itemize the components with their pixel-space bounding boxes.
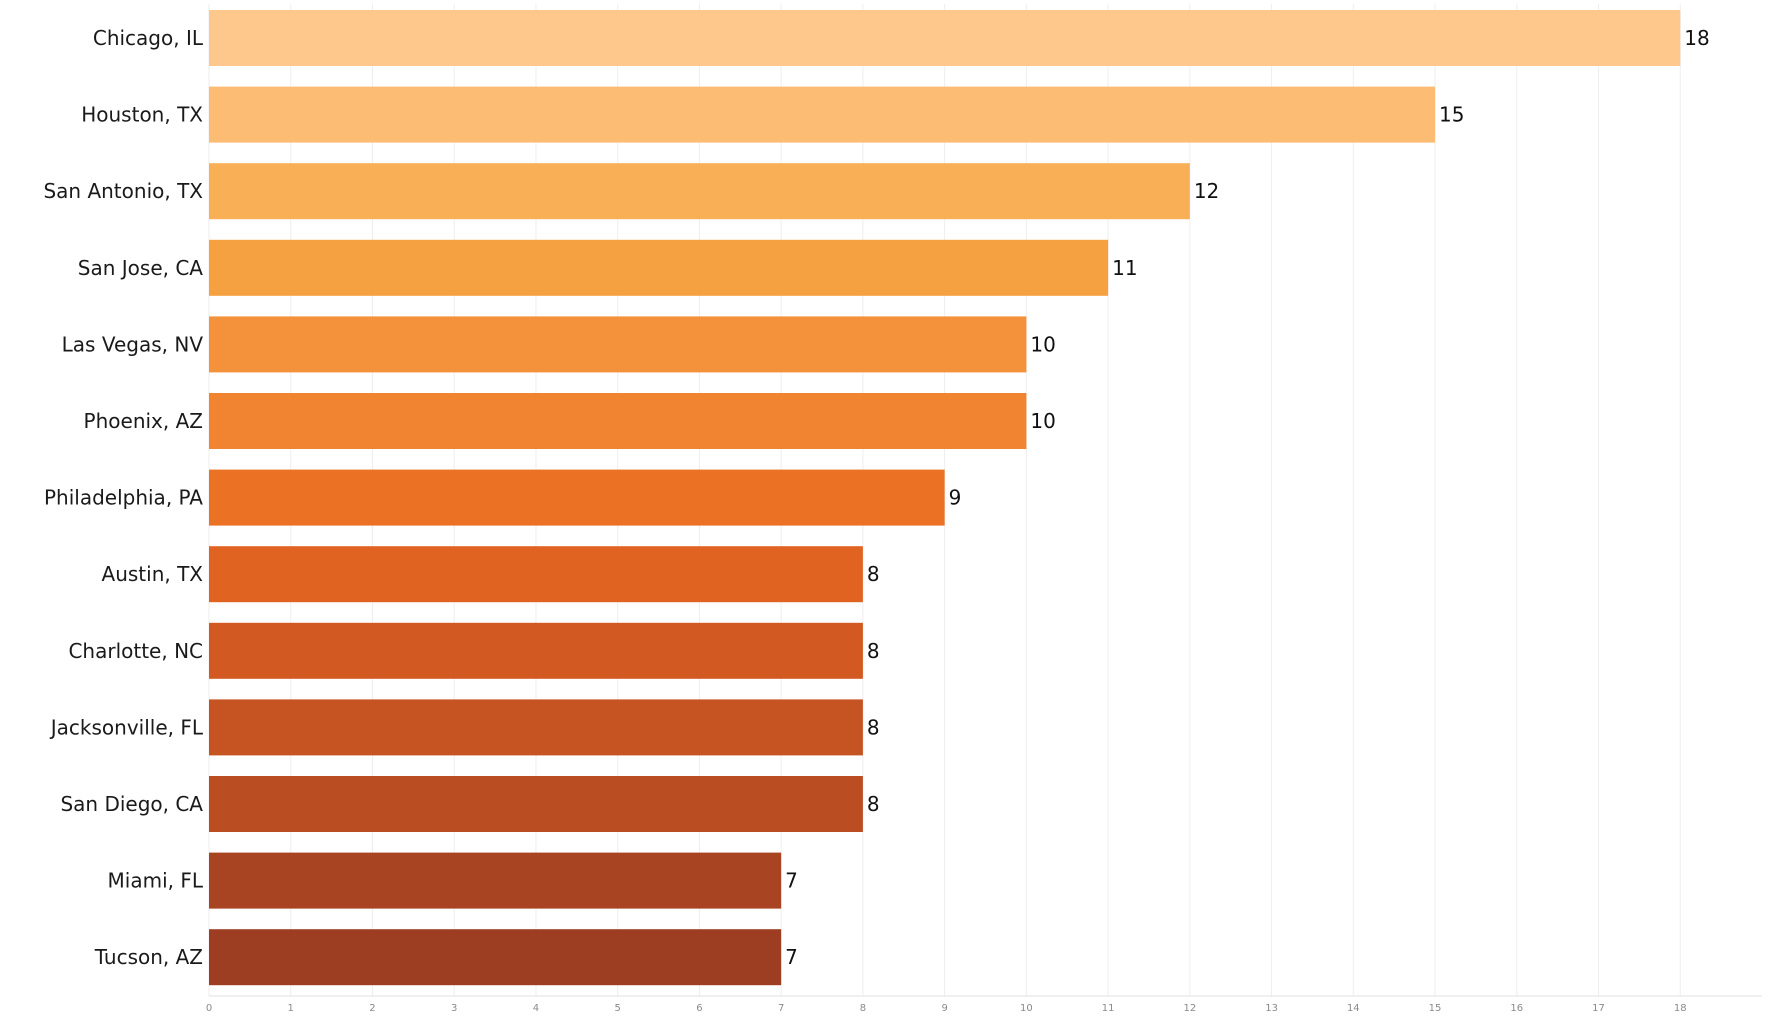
category-label: Chicago, IL — [93, 26, 204, 50]
x-tick-label: 0 — [206, 1003, 212, 1014]
x-tick-label: 4 — [533, 1003, 539, 1014]
value-label: 7 — [785, 945, 798, 969]
bar[interactable] — [209, 163, 1190, 220]
x-tick-label: 15 — [1429, 1003, 1442, 1014]
value-label: 8 — [867, 639, 880, 663]
value-label: 18 — [1684, 26, 1709, 50]
value-label: 9 — [949, 486, 962, 510]
x-tick-label: 6 — [696, 1003, 702, 1014]
category-label: Austin, TX — [102, 562, 204, 586]
x-tick-label: 9 — [941, 1003, 947, 1014]
bar[interactable] — [209, 776, 863, 832]
category-label: Tucson, AZ — [94, 945, 203, 969]
category-label: Philadelphia, PA — [44, 486, 203, 510]
x-tick-label: 12 — [1183, 1003, 1196, 1014]
category-label: San Antonio, TX — [43, 179, 203, 203]
category-label: Phoenix, AZ — [84, 409, 203, 433]
bar[interactable] — [209, 393, 1027, 449]
value-label: 10 — [1030, 332, 1055, 356]
value-label: 8 — [867, 792, 880, 816]
x-tick-label: 7 — [778, 1003, 784, 1014]
value-label: 11 — [1112, 256, 1137, 280]
category-label: San Diego, CA — [60, 792, 203, 816]
x-tick-label: 10 — [1020, 1003, 1033, 1014]
category-label: Charlotte, NC — [68, 639, 203, 663]
bar[interactable] — [209, 929, 782, 986]
value-label: 7 — [785, 869, 798, 893]
x-tick-label: 2 — [369, 1003, 375, 1014]
value-label: 12 — [1194, 179, 1219, 203]
x-tick-label: 14 — [1347, 1003, 1360, 1014]
bar[interactable] — [209, 316, 1027, 373]
bar[interactable] — [209, 86, 1436, 143]
value-label: 8 — [867, 715, 880, 739]
bar[interactable] — [209, 469, 945, 526]
x-tick-label: 8 — [860, 1003, 866, 1014]
category-label: Houston, TX — [81, 103, 203, 127]
category-label: San Jose, CA — [78, 256, 204, 280]
value-label: 10 — [1030, 409, 1055, 433]
bar[interactable] — [209, 10, 1681, 66]
bar[interactable] — [209, 546, 863, 603]
bar[interactable] — [209, 699, 863, 756]
bar[interactable] — [209, 852, 782, 909]
category-label: Las Vegas, NV — [62, 332, 204, 356]
category-label: Miami, FL — [108, 869, 204, 893]
x-tick-label: 1 — [288, 1003, 294, 1014]
x-tick-label: 3 — [451, 1003, 457, 1014]
value-label: 8 — [867, 562, 880, 586]
x-axis: 0 1 2 3 4 5 6 7 8 9 10 11 12 13 14 15 16 17 18 — [206, 995, 1762, 1014]
x-tick-label: 18 — [1674, 1003, 1687, 1014]
x-tick-label: 5 — [614, 1003, 620, 1014]
bar[interactable] — [209, 239, 1109, 296]
x-tick-label: 13 — [1265, 1003, 1278, 1014]
labels-layer: Chicago, IL 18 Houston, TX 15 San Antonio, T… — [43, 26, 1709, 969]
value-label: 15 — [1439, 103, 1464, 127]
x-tick-label: 11 — [1102, 1003, 1115, 1014]
bars-layer — [209, 10, 1681, 986]
x-tick-label: 16 — [1510, 1003, 1523, 1014]
bar[interactable] — [209, 622, 863, 679]
category-label: Jacksonville, FL — [49, 715, 204, 739]
x-tick-label: 17 — [1592, 1003, 1605, 1014]
